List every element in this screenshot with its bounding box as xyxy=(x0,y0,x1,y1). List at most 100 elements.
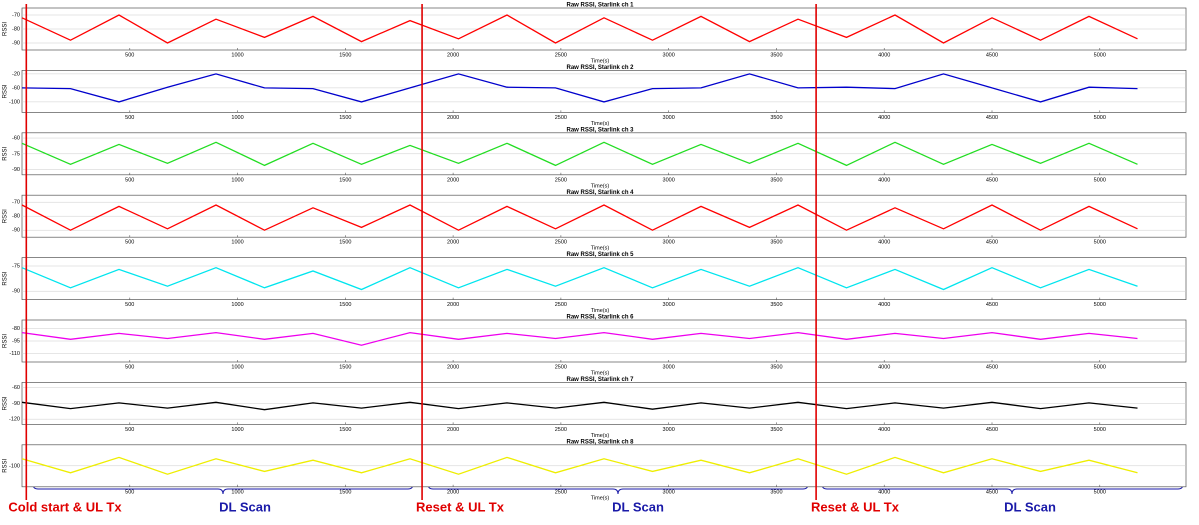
y-tick-label: -90 xyxy=(12,228,20,234)
phase-label: DL Scan xyxy=(219,499,271,514)
x-tick-label: 4000 xyxy=(878,427,890,433)
y-tick-label: -90 xyxy=(12,167,20,173)
x-axis-label: Time(s) xyxy=(591,58,610,64)
x-tick-label: 1500 xyxy=(339,364,351,370)
y-tick-label: -80 xyxy=(12,214,20,220)
x-tick-label: 500 xyxy=(125,364,134,370)
y-tick-label: -60 xyxy=(12,136,20,142)
x-tick-label: 2000 xyxy=(447,364,459,370)
x-tick-label: 4500 xyxy=(986,52,998,58)
x-tick-label: 3000 xyxy=(663,52,675,58)
x-tick-label: 4000 xyxy=(878,52,890,58)
x-tick-label: 4500 xyxy=(986,427,998,433)
x-tick-label: 2000 xyxy=(447,302,459,308)
x-tick-label: 1500 xyxy=(339,240,351,246)
phase-label: Reset & UL Tx xyxy=(811,499,900,514)
x-tick-label: 2000 xyxy=(447,489,459,495)
phase-braces xyxy=(32,483,1184,495)
rssi-line xyxy=(21,73,1138,103)
x-tick-label: 500 xyxy=(125,302,134,308)
x-tick-label: 5000 xyxy=(1094,52,1106,58)
x-tick-label: 3000 xyxy=(663,489,675,495)
phase-label: Cold start & UL Tx xyxy=(8,499,122,514)
x-tick-label: 4500 xyxy=(986,177,998,183)
x-tick-label: 500 xyxy=(125,240,134,246)
y-axis-label: RSSI xyxy=(3,271,9,285)
y-axis-label: RSSI xyxy=(3,334,9,348)
y-tick-label: -80 xyxy=(12,326,20,332)
y-tick-label: -100 xyxy=(9,99,20,105)
x-tick-label: 2000 xyxy=(447,52,459,58)
rssi-line xyxy=(21,401,1138,411)
x-tick-label: 3000 xyxy=(663,302,675,308)
x-tick-label: 1500 xyxy=(339,489,351,495)
y-tick-label: -120 xyxy=(9,417,20,423)
x-tick-label: 4500 xyxy=(986,302,998,308)
x-tick-label: 1500 xyxy=(339,427,351,433)
rssi-line xyxy=(21,204,1138,231)
x-tick-label: 3500 xyxy=(770,489,782,495)
phase-label: Reset & UL Tx xyxy=(416,499,505,514)
panel-title: Raw RSSI, Starlink ch 3 xyxy=(566,127,634,133)
x-axis-label: Time(s) xyxy=(591,495,610,501)
panel-title: Raw RSSI, Starlink ch 1 xyxy=(566,3,634,9)
x-axis-label: Time(s) xyxy=(591,308,610,314)
x-tick-label: 5000 xyxy=(1094,115,1106,121)
x-tick-label: 2000 xyxy=(447,240,459,246)
x-tick-label: 4000 xyxy=(878,489,890,495)
x-tick-label: 1000 xyxy=(231,240,243,246)
x-tick-label: 3500 xyxy=(770,427,782,433)
x-tick-label: 2000 xyxy=(447,427,459,433)
x-tick-label: 1000 xyxy=(231,177,243,183)
x-tick-label: 2500 xyxy=(555,364,567,370)
rssi-line xyxy=(21,331,1138,346)
plot-frame xyxy=(21,257,1187,300)
panel-title: Raw RSSI, Starlink ch 7 xyxy=(566,377,634,383)
x-axis-label: Time(s) xyxy=(591,183,610,189)
x-tick-label: 1000 xyxy=(231,302,243,308)
x-tick-label: 1000 xyxy=(231,489,243,495)
x-tick-label: 500 xyxy=(125,52,134,58)
phase-label: DL Scan xyxy=(612,499,664,514)
x-tick-label: 4000 xyxy=(878,302,890,308)
x-axis-label: Time(s) xyxy=(591,246,610,252)
y-tick-label: -90 xyxy=(12,289,20,295)
x-tick-label: 500 xyxy=(125,489,134,495)
y-axis-label: RSSI xyxy=(3,22,9,36)
x-tick-label: 500 xyxy=(125,115,134,121)
phase-label: DL Scan xyxy=(1004,499,1056,514)
x-tick-label: 5000 xyxy=(1094,240,1106,246)
x-tick-label: 3500 xyxy=(770,115,782,121)
x-tick-label: 5000 xyxy=(1094,177,1106,183)
x-tick-label: 4500 xyxy=(986,240,998,246)
x-tick-label: 2500 xyxy=(555,489,567,495)
x-tick-label: 1000 xyxy=(231,52,243,58)
x-tick-label: 2500 xyxy=(555,115,567,121)
x-tick-label: 4000 xyxy=(878,177,890,183)
x-tick-label: 3500 xyxy=(770,240,782,246)
y-tick-label: -75 xyxy=(12,263,20,269)
x-tick-label: 4500 xyxy=(986,115,998,121)
y-tick-label: -80 xyxy=(12,26,20,32)
x-tick-label: 2000 xyxy=(447,177,459,183)
x-tick-label: 1000 xyxy=(231,115,243,121)
x-tick-label: 3000 xyxy=(663,177,675,183)
x-axis-label: Time(s) xyxy=(591,433,610,439)
y-tick-label: -90 xyxy=(12,401,20,407)
x-tick-label: 2000 xyxy=(447,115,459,121)
y-tick-label: -110 xyxy=(9,351,20,357)
y-tick-label: -75 xyxy=(12,151,20,157)
x-tick-label: 1500 xyxy=(339,302,351,308)
y-tick-label: -70 xyxy=(12,200,20,206)
x-tick-label: 5000 xyxy=(1094,364,1106,370)
x-tick-label: 2500 xyxy=(555,52,567,58)
x-tick-label: 1500 xyxy=(339,115,351,121)
panel-title: Raw RSSI, Starlink ch 5 xyxy=(566,252,634,258)
y-axis-label: RSSI xyxy=(3,146,9,160)
x-tick-label: 1500 xyxy=(339,52,351,58)
x-tick-label: 5000 xyxy=(1094,489,1106,495)
panel-title: Raw RSSI, Starlink ch 6 xyxy=(566,315,634,321)
x-tick-label: 2500 xyxy=(555,177,567,183)
x-tick-label: 4000 xyxy=(878,240,890,246)
